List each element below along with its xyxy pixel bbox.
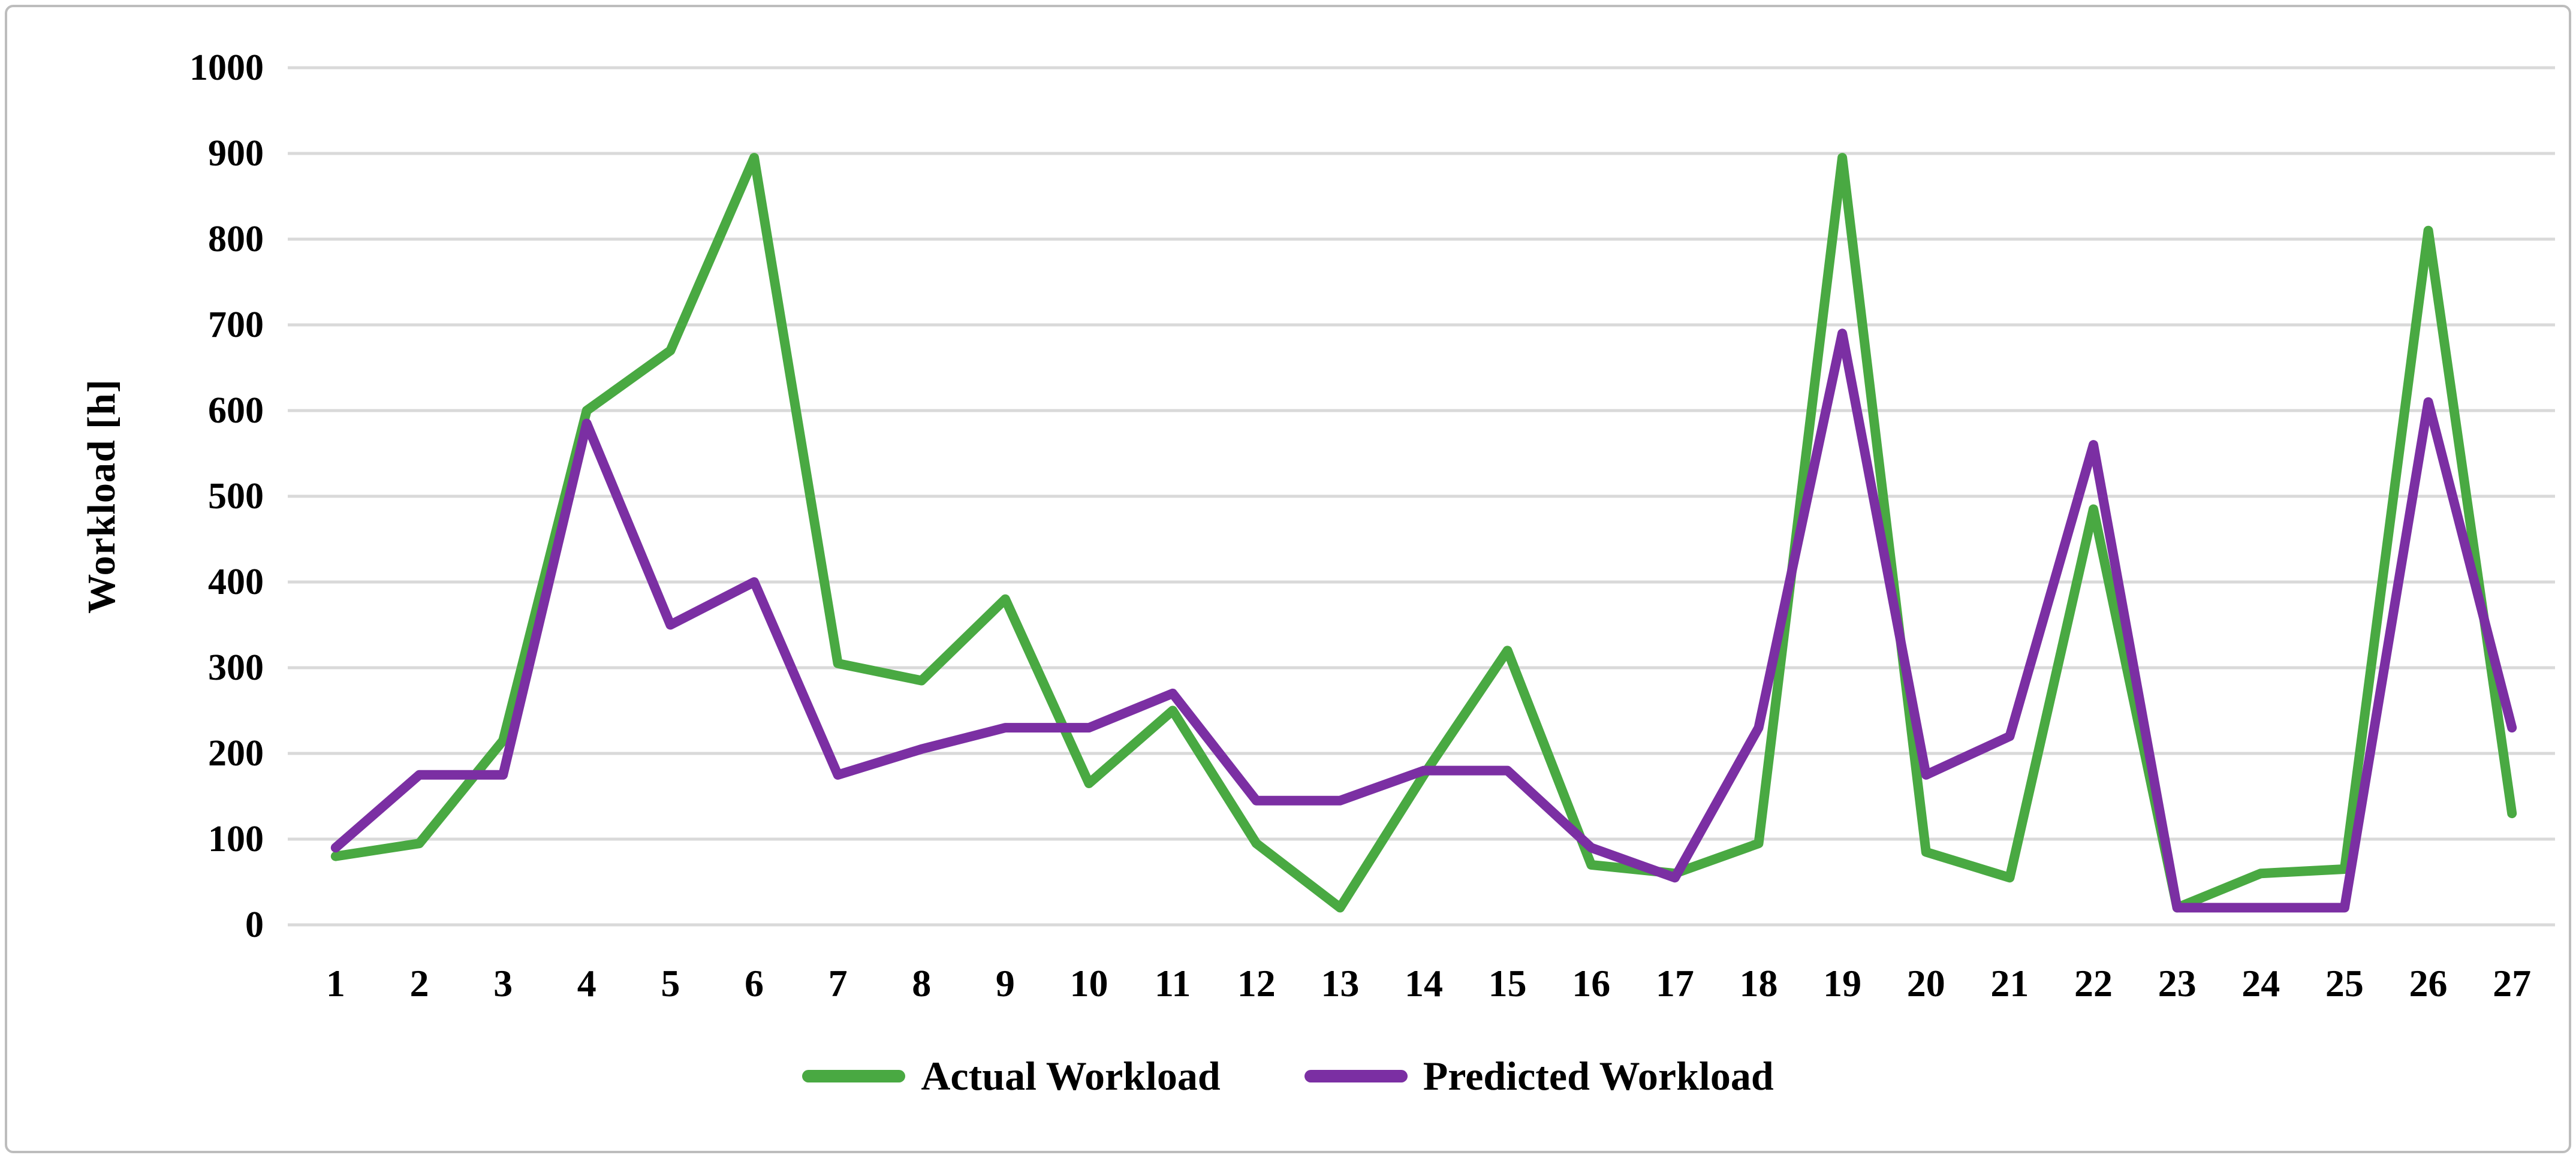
y-tick-label-500: 500 [208,476,264,517]
x-tick-label-27: 27 [2493,962,2531,1005]
y-tick-label-400: 400 [208,562,264,602]
legend-item-actual-workload[interactable]: Actual Workload [802,1053,1221,1100]
series-line-predicted-workload [330,328,2517,913]
legend: Actual Workload Predicted Workload [0,1046,2576,1106]
actual-workload-swatch [802,1069,906,1082]
x-tick-label-10: 10 [1069,962,1108,1005]
x-tick-label-23: 23 [2158,962,2197,1005]
x-tick-label-21: 21 [1990,962,2029,1005]
y-tick-label-0: 0 [245,904,264,945]
series-line-actual-workload [330,153,2517,913]
x-tick-label-5: 5 [661,962,680,1005]
y-tick-label-100: 100 [208,819,264,860]
x-tick-label-14: 14 [1405,962,1443,1005]
x-tick-label-11: 11 [1155,962,1191,1005]
predicted-workload-swatch [1304,1069,1408,1082]
x-tick-label-2: 2 [409,962,429,1005]
x-tick-label-17: 17 [1656,962,1694,1005]
x-tick-label-26: 26 [2409,962,2448,1005]
y-tick-label-800: 800 [208,219,264,260]
x-tick-label-8: 8 [912,962,931,1005]
chart-outer-border [5,5,2571,1153]
x-tick-label-16: 16 [1572,962,1610,1005]
legend-item-predicted-workload[interactable]: Predicted Workload [1304,1053,1774,1100]
x-tick-label-20: 20 [1907,962,1945,1005]
x-tick-label-7: 7 [828,962,848,1005]
x-tick-label-18: 18 [1740,962,1778,1005]
x-tick-label-13: 13 [1321,962,1359,1005]
x-tick-label-4: 4 [577,962,596,1005]
x-tick-label-3: 3 [493,962,513,1005]
y-tick-label-900: 900 [208,133,264,174]
x-tick-label-15: 15 [1489,962,1527,1005]
x-tick-label-1: 1 [326,962,345,1005]
x-tick-label-12: 12 [1237,962,1276,1005]
x-tick-label-25: 25 [2325,962,2364,1005]
y-tick-label-700: 700 [208,304,264,345]
y-tick-label-200: 200 [208,733,264,774]
y-tick-label-300: 300 [208,647,264,688]
y-axis-title: Workload [h] [80,379,123,614]
y-tick-label-600: 600 [208,390,264,431]
x-tick-label-19: 19 [1823,962,1861,1005]
x-tick-label-9: 9 [996,962,1015,1005]
x-tick-label-22: 22 [2074,962,2113,1005]
actual-workload-label: Actual Workload [921,1053,1221,1099]
x-tick-label-24: 24 [2241,962,2280,1005]
y-tick-label-1000: 1000 [189,47,264,88]
predicted-workload-label: Predicted Workload [1423,1053,1774,1099]
x-tick-label-6: 6 [745,962,764,1005]
